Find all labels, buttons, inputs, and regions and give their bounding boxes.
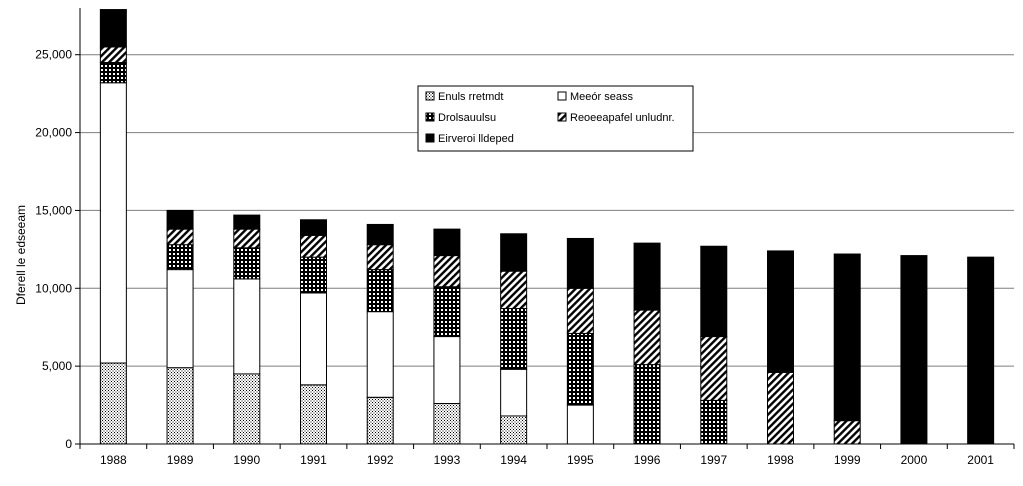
x-tick-label: 1990	[233, 453, 260, 467]
bar-segment	[166, 269, 194, 369]
bar-segment	[433, 403, 461, 445]
bar-segment	[433, 286, 461, 338]
bar-segment	[833, 420, 861, 445]
bar-segment	[566, 237, 594, 289]
bar-segment	[833, 253, 861, 422]
bar-segment	[500, 368, 528, 417]
bar-segment	[166, 244, 194, 271]
y-tick-label: 10,000	[35, 281, 72, 295]
bar-segment	[366, 269, 394, 313]
bar-segment	[566, 332, 594, 406]
x-tick-label: 1997	[700, 453, 727, 467]
legend-label: Reoeeapafel unludnr.	[570, 112, 675, 124]
bar-segment	[700, 245, 728, 338]
y-tick-label: 15,000	[35, 203, 72, 217]
bar-segment	[166, 209, 194, 230]
bar-segment	[500, 233, 528, 272]
bar-segment	[366, 311, 394, 398]
y-tick-label: 5,000	[42, 359, 72, 373]
bar-segment	[566, 404, 594, 445]
bar-segment	[633, 242, 661, 311]
bar-segment	[433, 228, 461, 257]
bar-segment	[633, 364, 661, 445]
x-tick-label: 1994	[500, 453, 527, 467]
bar-segment	[300, 256, 327, 294]
x-tick-label: 1995	[567, 453, 594, 467]
x-tick-label: 1988	[100, 453, 127, 467]
legend-swatch	[425, 112, 435, 122]
bar-segment	[99, 62, 127, 84]
bar-segment	[767, 371, 794, 445]
x-tick-label: 1998	[767, 453, 794, 467]
bar-segment	[366, 396, 394, 445]
y-axis-title: Dferell le edseeam	[14, 205, 28, 305]
bar-segment	[233, 373, 261, 445]
legend-label: Eirveroi lldeped	[438, 133, 514, 145]
bar-segment	[233, 214, 261, 230]
bar-segment	[99, 9, 127, 48]
bar-segment	[233, 228, 261, 249]
bar-segment	[500, 415, 528, 445]
bar-segment	[700, 399, 728, 445]
legend-label: Enuls rretmdt	[438, 91, 503, 103]
bar-segment	[967, 256, 995, 445]
bar-segment	[433, 336, 461, 405]
x-tick-label: 1991	[300, 453, 327, 467]
bar-segment	[99, 362, 127, 445]
bar-segment	[433, 255, 461, 288]
bar-segment	[366, 223, 394, 246]
bar-segment	[633, 309, 661, 366]
x-tick-label: 1989	[167, 453, 194, 467]
bar-segment	[233, 247, 261, 280]
bar-segment	[566, 287, 594, 334]
legend-label: Drolsauulsu	[438, 112, 496, 124]
legend-swatch	[557, 112, 567, 122]
bar-segment	[300, 234, 327, 258]
x-tick-label: 1992	[367, 453, 394, 467]
y-tick-label: 20,000	[35, 126, 72, 140]
bar-segment	[99, 46, 127, 63]
bar-segment	[233, 278, 261, 375]
legend-box	[417, 85, 694, 152]
x-tick-label: 2001	[967, 453, 994, 467]
legend-swatch	[425, 133, 435, 143]
x-tick-label: 2000	[901, 453, 928, 467]
bar-segment	[500, 308, 528, 370]
bar-segment	[366, 244, 394, 271]
bar-segment	[767, 250, 794, 373]
bar-segment	[300, 219, 327, 236]
legend-swatch	[425, 91, 435, 101]
bar-segment	[166, 367, 194, 445]
legend: Enuls rretmdt Meeór seass Drolsauulsu Reoee…	[417, 85, 694, 152]
plot-area: 0 5,000 10,000 15,000 20,000 25,000 1988 1989 19…	[35, 8, 1015, 467]
bar-segment	[300, 292, 327, 386]
x-tick-label: 1996	[634, 453, 661, 467]
bar-segment	[99, 82, 127, 364]
legend-swatch	[557, 91, 567, 101]
bar-segment	[166, 228, 194, 246]
bar-segment	[300, 384, 327, 445]
bar-segment	[500, 270, 528, 310]
bar-segment	[700, 336, 728, 401]
x-tick-label: 1993	[434, 453, 461, 467]
x-tick-label: 1999	[834, 453, 861, 467]
y-tick-label: 0	[65, 437, 72, 451]
y-tick-label: 25,000	[35, 48, 72, 62]
bar-segment	[900, 255, 928, 445]
legend-label: Meeór seass	[570, 91, 633, 103]
